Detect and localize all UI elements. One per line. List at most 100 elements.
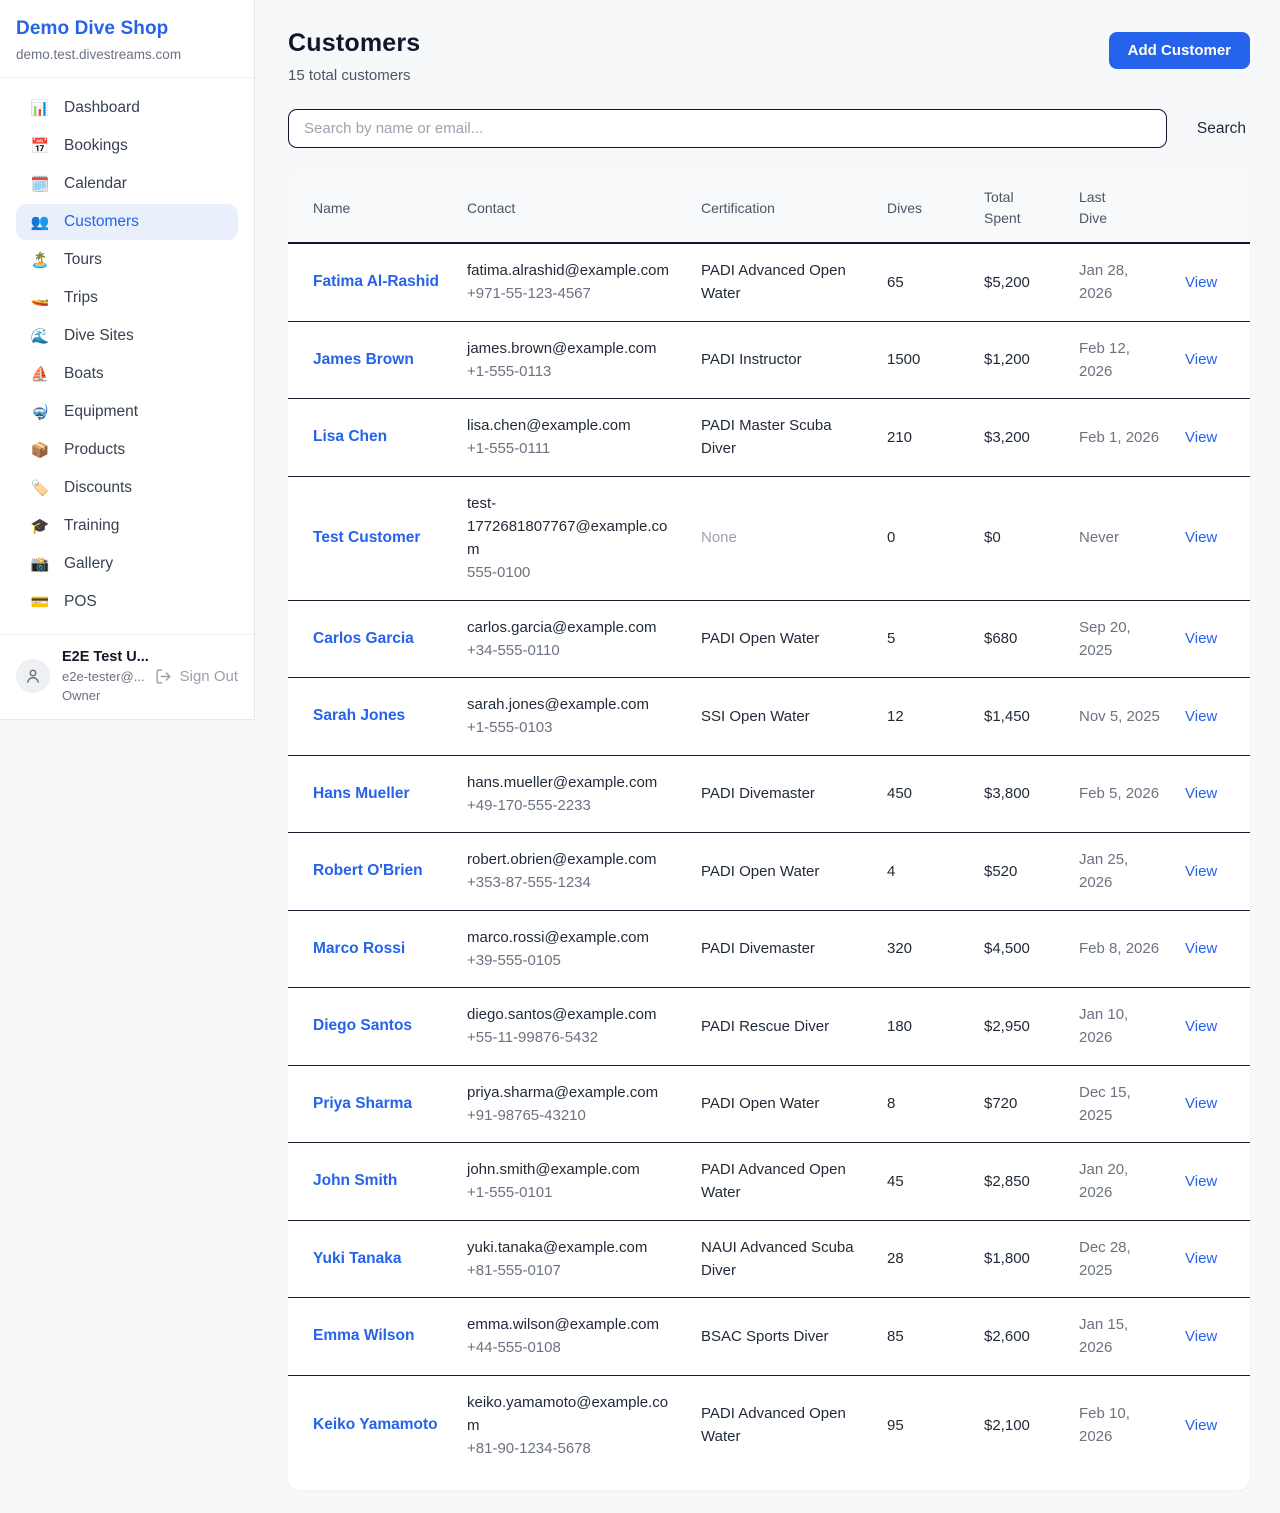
view-link[interactable]: View xyxy=(1185,428,1218,446)
customer-certification: NAUI Advanced Scuba Diver xyxy=(689,1220,875,1298)
customer-name-link[interactable]: Robert O'Brien xyxy=(313,862,423,880)
customer-name-link[interactable]: Sarah Jones xyxy=(313,707,406,725)
customer-name-link[interactable]: Hans Mueller xyxy=(313,784,410,802)
sidebar-item-label: Dive Sites xyxy=(64,327,134,344)
view-link[interactable]: View xyxy=(1185,940,1218,958)
pos-icon: 💳 xyxy=(30,593,50,611)
customer-email: test-1772681807767@example.com xyxy=(467,494,668,559)
sidebar-item-tours[interactable]: 🏝️ Tours xyxy=(16,242,238,278)
customer-name-link[interactable]: Diego Santos xyxy=(313,1017,413,1035)
sidebar-item-pos[interactable]: 💳 POS xyxy=(16,584,238,620)
sidebar-item-bookings[interactable]: 📅 Bookings xyxy=(16,128,238,164)
customer-dives: 45 xyxy=(875,1142,972,1221)
view-link[interactable]: View xyxy=(1185,630,1218,648)
sidebar-item-label: Boats xyxy=(64,365,104,382)
sidebar-item-customers[interactable]: 👥 Customers xyxy=(16,204,238,240)
sidebar-item-dive-sites[interactable]: 🌊 Dive Sites xyxy=(16,318,238,354)
sidebar-item-products[interactable]: 📦 Products xyxy=(16,432,238,468)
view-link[interactable]: View xyxy=(1185,707,1218,725)
sidebar-divider xyxy=(0,77,254,78)
table-row: James Brown james.brown@example.com +1-5… xyxy=(288,321,1250,399)
sidebar-item-boats[interactable]: ⛵ Boats xyxy=(16,356,238,392)
view-link[interactable]: View xyxy=(1185,785,1218,803)
view-link[interactable]: View xyxy=(1185,862,1218,880)
table-row: Keiko Yamamoto keiko.yamamoto@example.co… xyxy=(288,1375,1250,1475)
customer-name-link[interactable]: Priya Sharma xyxy=(313,1094,413,1112)
customer-name-link[interactable]: Carlos Garcia xyxy=(313,629,414,647)
customer-dives: 95 xyxy=(887,1416,904,1434)
view-link[interactable]: View xyxy=(1185,351,1218,369)
sidebar-item-training[interactable]: 🎓 Training xyxy=(16,508,238,544)
customer-total-spent: $3,800 xyxy=(972,755,1067,833)
sidebar-header: Demo Dive Shop demo.test.divestreams.com xyxy=(0,0,254,77)
customer-dives: 12 xyxy=(875,677,972,756)
sidebar-item-gallery[interactable]: 📸 Gallery xyxy=(16,546,238,582)
search-input[interactable] xyxy=(288,109,1167,148)
customer-dives: 1500 xyxy=(875,321,972,399)
customer-certification: PADI Master Scuba Diver xyxy=(689,398,875,477)
user-name: E2E Test U... xyxy=(62,649,149,665)
customer-phone: +55-11-99876-5432 xyxy=(467,1029,599,1047)
customer-name-link[interactable]: John Smith xyxy=(313,1172,398,1190)
column-header-contact: Contact xyxy=(455,174,689,244)
customer-phone: +353-87-555-1234 xyxy=(467,874,591,892)
customer-phone: +49-170-555-2233 xyxy=(467,796,591,814)
sidebar-item-trips[interactable]: 🚤 Trips xyxy=(16,280,238,316)
view-link[interactable]: View xyxy=(1185,529,1218,547)
dive-sites-icon: 🌊 xyxy=(30,327,50,345)
sidebar-item-dashboard[interactable]: 📊 Dashboard xyxy=(16,90,238,126)
sidebar-nav: 📊 Dashboard 📅 Bookings 🗓️ Calendar 👥 Cus… xyxy=(0,78,254,634)
equipment-icon: 🤿 xyxy=(30,403,50,421)
customer-name-link[interactable]: Fatima Al-Rashid xyxy=(313,273,440,291)
customer-name-link[interactable]: Marco Rossi xyxy=(313,939,406,957)
view-link[interactable]: View xyxy=(1185,1327,1218,1345)
view-link[interactable]: View xyxy=(1185,1172,1218,1190)
customers-table-card: Name Contact Certification Dives Total Spent… xyxy=(288,174,1250,1491)
add-customer-button[interactable]: Add Customer xyxy=(1108,32,1250,69)
sidebar-item-discounts[interactable]: 🏷️ Discounts xyxy=(16,470,238,506)
customer-total-spent: $2,850 xyxy=(972,1142,1067,1221)
customer-email: fatima.alrashid@example.com xyxy=(467,262,669,279)
shop-name: Demo Dive Shop xyxy=(16,18,169,39)
customer-dives: 320 xyxy=(875,910,972,988)
view-link[interactable]: View xyxy=(1185,273,1218,291)
customer-name-link[interactable]: Keiko Yamamoto xyxy=(313,1416,438,1434)
customer-last-dive: Feb 5, 2026 xyxy=(1067,755,1173,833)
sidebar-item-label: Calendar xyxy=(64,175,127,192)
training-icon: 🎓 xyxy=(30,517,50,535)
customer-name-link[interactable]: Emma Wilson xyxy=(313,1327,415,1345)
customer-name-link[interactable]: Yuki Tanaka xyxy=(313,1249,402,1267)
view-link[interactable]: View xyxy=(1185,1416,1218,1434)
view-link[interactable]: View xyxy=(1185,1095,1218,1113)
customer-name-link[interactable]: Test Customer xyxy=(313,528,421,546)
customer-certification: PADI Open Water xyxy=(689,832,875,911)
sidebar-item-calendar[interactable]: 🗓️ Calendar xyxy=(16,166,238,202)
customer-total-spent: $1,200 xyxy=(972,321,1067,399)
view-link[interactable]: View xyxy=(1185,1017,1218,1035)
sign-out-button[interactable]: Sign Out xyxy=(155,668,238,685)
customer-dives: 0 xyxy=(875,476,972,601)
customer-name-link[interactable]: Lisa Chen xyxy=(313,428,388,446)
customer-last-dive: Feb 12, 2026 xyxy=(1067,321,1173,399)
customer-certification: PADI Advanced Open Water xyxy=(701,1405,846,1446)
customers-table: Name Contact Certification Dives Total Spent… xyxy=(288,174,1250,1475)
table-row: Hans Mueller hans.mueller@example.com +4… xyxy=(288,755,1250,833)
customer-email: priya.sharma@example.com xyxy=(467,1083,659,1101)
customer-total-spent: $720 xyxy=(972,1065,1067,1143)
table-header-row: Name Contact Certification Dives Total Spent… xyxy=(288,174,1250,244)
sidebar-item-label: Training xyxy=(64,517,120,534)
customer-last-dive: Feb 8, 2026 xyxy=(1067,910,1173,988)
table-row: Emma Wilson emma.wilson@example.com +44-… xyxy=(288,1297,1250,1376)
table-row: Marco Rossi marco.rossi@example.com +39-… xyxy=(288,910,1250,988)
view-link[interactable]: View xyxy=(1185,1250,1218,1268)
customer-name-link[interactable]: James Brown xyxy=(313,350,414,368)
table-row: Lisa Chen lisa.chen@example.com +1-555-0… xyxy=(288,398,1250,477)
table-row: Test Customer test-1772681807767@example… xyxy=(288,476,1250,601)
customer-certification: PADI Divemaster xyxy=(689,910,875,988)
customer-total-spent: $2,950 xyxy=(972,987,1067,1066)
search-button[interactable]: Search xyxy=(1193,120,1250,138)
customer-dives: 8 xyxy=(875,1065,972,1143)
customer-total-spent: $4,500 xyxy=(972,910,1067,988)
sidebar-item-equipment[interactable]: 🤿 Equipment xyxy=(16,394,238,430)
column-header-dives: Dives xyxy=(875,174,972,244)
